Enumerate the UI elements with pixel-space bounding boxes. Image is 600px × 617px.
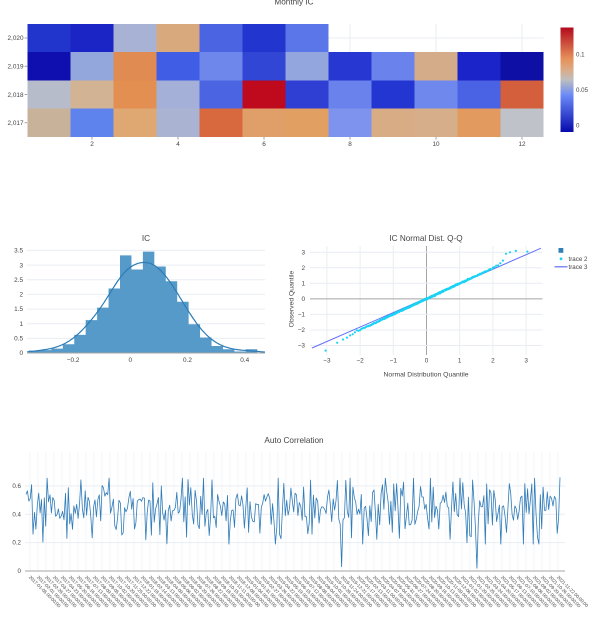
svg-text:−3: −3 <box>323 358 331 365</box>
svg-text:Auto Correlation: Auto Correlation <box>264 436 324 445</box>
svg-text:3: 3 <box>19 262 23 269</box>
svg-text:IC Normal Dist. Q-Q: IC Normal Dist. Q-Q <box>389 234 462 243</box>
svg-text:1: 1 <box>458 358 462 365</box>
svg-text:0: 0 <box>129 357 133 364</box>
svg-text:2: 2 <box>90 141 94 148</box>
svg-text:trace 2: trace 2 <box>569 256 588 263</box>
svg-text:IC: IC <box>142 234 150 243</box>
svg-text:0.6: 0.6 <box>12 483 21 490</box>
svg-text:0.4: 0.4 <box>12 511 21 518</box>
svg-text:12: 12 <box>518 141 526 148</box>
svg-text:3: 3 <box>524 358 528 365</box>
svg-text:2,018: 2,018 <box>8 92 24 99</box>
svg-text:0.5: 0.5 <box>14 336 23 343</box>
svg-text:0.2: 0.2 <box>12 540 21 547</box>
svg-text:0: 0 <box>301 296 305 303</box>
svg-text:3.5: 3.5 <box>14 248 23 255</box>
svg-text:1.5: 1.5 <box>14 306 23 313</box>
svg-text:6: 6 <box>262 141 266 148</box>
svg-text:−2: −2 <box>356 358 364 365</box>
svg-text:−3: −3 <box>298 343 306 350</box>
svg-text:Observed Quantile: Observed Quantile <box>289 270 296 327</box>
svg-text:2,017: 2,017 <box>8 120 24 127</box>
svg-text:0.2: 0.2 <box>183 357 192 364</box>
svg-text:2: 2 <box>301 265 305 272</box>
svg-text:0.1: 0.1 <box>576 52 585 59</box>
svg-text:0.4: 0.4 <box>240 357 249 364</box>
svg-text:−0.2: −0.2 <box>67 357 80 364</box>
svg-text:0: 0 <box>425 358 429 365</box>
svg-text:−1: −1 <box>390 358 398 365</box>
svg-text:2.5: 2.5 <box>14 277 23 284</box>
svg-text:2,019: 2,019 <box>8 64 24 71</box>
svg-text:1: 1 <box>19 321 23 328</box>
svg-text:8: 8 <box>348 141 352 148</box>
svg-text:2: 2 <box>19 292 23 299</box>
svg-text:2,020: 2,020 <box>8 35 24 42</box>
svg-text:0.05: 0.05 <box>576 87 589 94</box>
svg-text:Monthly IC: Monthly IC <box>274 0 313 7</box>
svg-text:1: 1 <box>301 281 305 288</box>
svg-text:0: 0 <box>18 568 22 575</box>
svg-text:−1: −1 <box>298 312 306 319</box>
svg-text:0: 0 <box>576 123 580 130</box>
svg-text:10: 10 <box>432 141 440 148</box>
svg-text:3: 3 <box>301 249 305 256</box>
svg-text:Normal Distribution Quantile: Normal Distribution Quantile <box>384 372 469 379</box>
svg-text:−2: −2 <box>298 327 306 334</box>
svg-text:4: 4 <box>176 141 180 148</box>
svg-text:trace 3: trace 3 <box>569 264 588 271</box>
svg-text:0: 0 <box>19 350 23 357</box>
svg-text:2: 2 <box>491 358 495 365</box>
